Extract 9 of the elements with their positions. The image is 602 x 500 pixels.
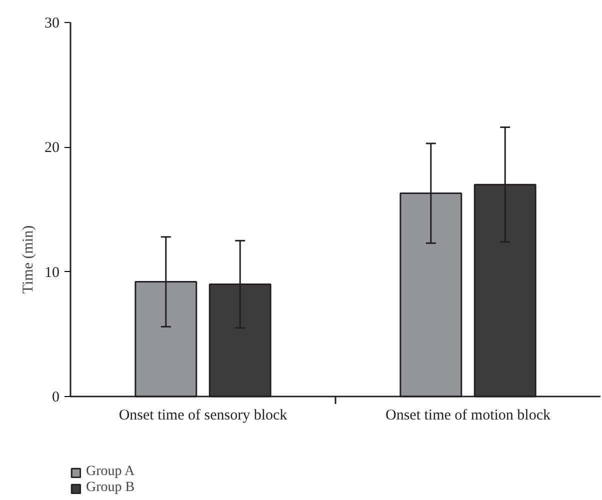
x-tick-label: Onset time of motion block [386,408,551,424]
y-axis-title: Time (min) [20,225,36,294]
y-tick-label: 30 [44,16,60,32]
y-tick-label: 10 [44,264,60,281]
legend-label: Group B [86,480,135,496]
y-tick-label: 20 [44,140,60,156]
legend-label: Group A [86,464,135,480]
x-tick-label: Onset time of sensory block [118,408,288,424]
y-tick-label: 0 [52,390,60,406]
